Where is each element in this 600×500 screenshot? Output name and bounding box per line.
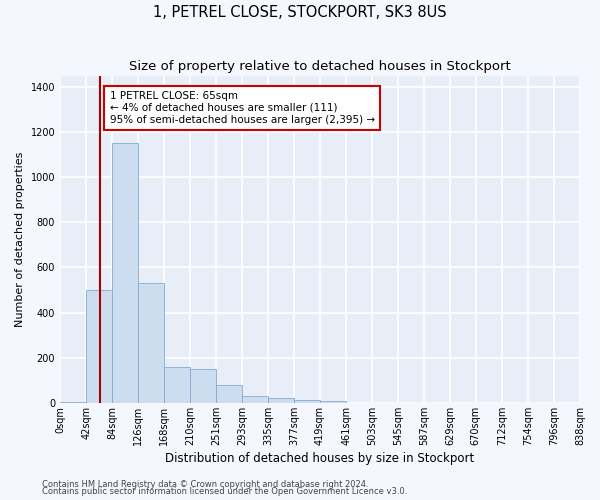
Bar — [60, 402, 86, 403]
Bar — [216, 385, 242, 403]
Bar — [190, 369, 216, 403]
Bar — [242, 396, 268, 403]
Bar — [86, 290, 112, 403]
Text: Contains public sector information licensed under the Open Government Licence v3: Contains public sector information licen… — [42, 488, 407, 496]
Text: Contains HM Land Registry data © Crown copyright and database right 2024.: Contains HM Land Registry data © Crown c… — [42, 480, 368, 489]
Text: 1, PETREL CLOSE, STOCKPORT, SK3 8US: 1, PETREL CLOSE, STOCKPORT, SK3 8US — [153, 5, 447, 20]
X-axis label: Distribution of detached houses by size in Stockport: Distribution of detached houses by size … — [166, 452, 475, 465]
Bar — [164, 367, 190, 403]
Text: 1 PETREL CLOSE: 65sqm
← 4% of detached houses are smaller (111)
95% of semi-deta: 1 PETREL CLOSE: 65sqm ← 4% of detached h… — [110, 92, 375, 124]
Bar — [320, 400, 346, 403]
Bar — [294, 400, 320, 403]
Bar — [268, 398, 294, 403]
Bar — [138, 284, 164, 403]
Title: Size of property relative to detached houses in Stockport: Size of property relative to detached ho… — [129, 60, 511, 73]
Bar — [112, 144, 138, 403]
Y-axis label: Number of detached properties: Number of detached properties — [15, 152, 25, 327]
